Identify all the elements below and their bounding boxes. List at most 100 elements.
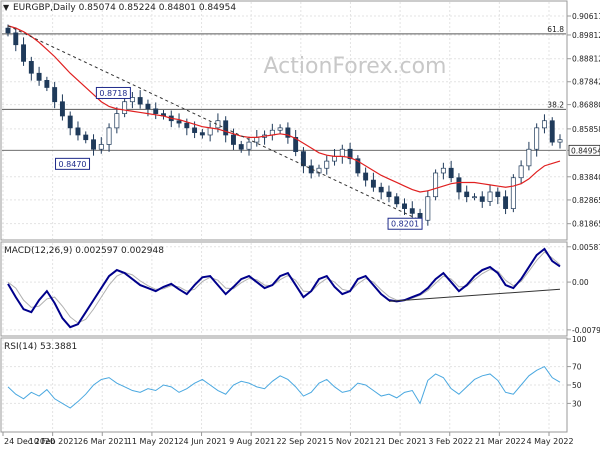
y-tick-label: 0.82865 [572,196,600,205]
price-annotation-box [387,217,423,230]
price-bar [409,208,415,214]
price-bar [91,139,96,150]
price-bar [440,167,446,174]
fib-level-label: 38.2 [547,100,564,109]
y-tick-label: 0.89812 [572,31,600,40]
price-bar [370,179,376,188]
price-bar [83,134,89,141]
price-bar [285,127,291,138]
price-bar [207,127,213,136]
last-price-tag [568,144,600,156]
y-tick-label: 0.87842 [572,78,600,87]
price-bar [472,196,477,199]
price-bar [184,122,190,129]
y-tick-label: 0.005872 [572,243,600,252]
price-bar [433,172,439,198]
x-tick-label: 5 Nov 2021 [328,437,374,446]
rsi-layer [7,365,561,409]
macd-layer [7,247,561,329]
chart-title-icon: ▼ [3,3,10,12]
price-bar [456,177,462,193]
price-bar [238,144,244,150]
price-annotation-label: 0.8470 [59,160,87,169]
y-tick-label: 0.85858 [572,125,600,134]
price-bar [332,156,337,162]
price-bar [293,137,299,152]
grid-layer [2,2,566,431]
y-tick-label: 100 [572,335,587,344]
macd-trendline [388,288,561,302]
y-tick-label: 0.00 [572,278,589,287]
y-tick-label: -0.007945 [572,326,600,335]
price-bar [36,72,42,81]
price-bar [448,167,454,179]
price-bar [67,115,73,129]
macd-panel [0,241,568,337]
price-bar [394,196,400,205]
price-bar [199,132,205,136]
macd-signal-line [7,251,561,324]
price-bar [122,101,128,114]
x-tick-label: 11 May 2021 [127,437,179,446]
price-bar [464,191,470,198]
price-bar [541,120,547,129]
y-tick-label: 0.81865 [572,220,600,229]
price-annotation-label: 0.8718 [99,89,127,98]
price-bar [75,127,81,136]
moving-average-line [7,25,561,193]
y-tick-label: 30 [572,399,582,408]
x-tick-label: 26 Mar 2021 [78,437,129,446]
rsi-line [7,365,561,409]
price-bar [223,120,229,136]
price-bar [526,148,532,167]
price-bar [52,87,58,103]
price-bar [363,172,369,181]
price-bar [549,120,555,143]
price-bar [21,44,27,62]
price-bar [114,113,120,129]
x-tick-label: 21 Mar 2022 [475,437,526,446]
price-bar [518,165,524,179]
price-bar [495,191,501,198]
fib-level-label: 61.8 [547,25,564,34]
price-bar [425,196,431,221]
x-tick-label: 24 Dec 2020 [4,437,55,446]
price-bar [386,191,392,198]
macd-panel-title: MACD(12,26,9) 0.002597 0.002948 [4,246,164,256]
watermark: ActionForex.com [264,54,447,79]
price-bar [339,148,345,157]
price-annotation-box [95,86,131,99]
price-bar [145,103,151,110]
price-bar [59,101,65,117]
x-tick-label: 22 Sep 2021 [276,437,327,446]
y-tick-label: 50 [572,381,582,390]
price-bar [153,108,159,114]
price-layer: 61.8 38.2 0.8718 0.8470 0.8201 [2,24,566,230]
price-panel-title: EURGBP,Daily 0.85074 0.85224 0.84801 0.8… [13,3,236,13]
price-bar [254,137,260,143]
price-bar [479,196,485,202]
price-bar [378,186,384,193]
y-tick-label: 0.90611 [572,12,600,21]
price-bar [137,97,143,105]
price-bar [231,134,236,145]
x-tick-label: 9 Aug 2021 [229,437,275,446]
price-bar [192,127,198,133]
price-bar [5,27,11,34]
y-tick-label: 0.83840 [572,173,600,182]
y-tick-label: 0.86880 [572,101,600,110]
price-bar [98,144,104,150]
price-annotation-label: 0.8201 [391,220,419,229]
y-tick-label: 0.88812 [572,55,600,64]
price-bar [44,80,50,88]
price-bar [557,139,563,143]
x-tick-label: 10 Feb 2021 [29,437,79,446]
macd-line [7,247,561,329]
y-tick-label: 70 [572,363,582,372]
price-bar [487,191,493,202]
price-annotation-box [55,157,91,170]
price-bar [347,148,353,160]
price-bar [300,151,306,167]
price-bar [510,177,516,209]
